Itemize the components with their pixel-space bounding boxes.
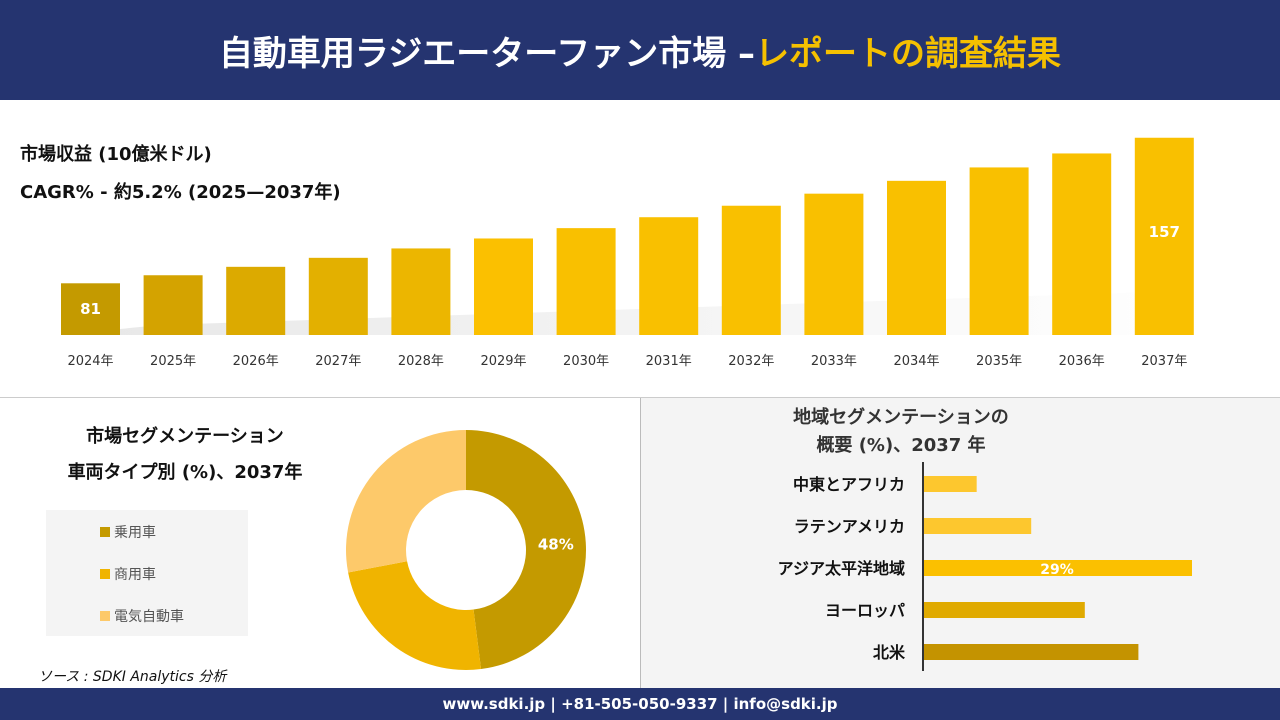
footer-contact: www.sdki.jp | +81-505-050-9337 | info@sd… <box>0 688 1280 720</box>
bar <box>804 193 864 335</box>
x-tick-label: 2029年 <box>480 354 526 369</box>
x-tick-label: 2030年 <box>563 354 609 369</box>
revenue-title: 市場収益 (10億米ドル) <box>20 144 212 165</box>
legend-label: 電気自動車 <box>114 609 184 625</box>
bar <box>639 217 699 335</box>
bar <box>924 476 977 492</box>
vehicle-title-1: 市場セグメンテーション <box>86 426 284 447</box>
category-label: ラテンアメリカ <box>794 517 905 536</box>
bar <box>924 518 1032 534</box>
title-accent: レポートの調査結果 <box>755 33 1062 74</box>
vehicle-title-2: 車両タイプ別 (%)、2037年 <box>67 462 303 483</box>
legend-label: 乗用車 <box>114 525 156 541</box>
revenue-bar-chart: 2024年 81 2025年 2026年 2027年 2028年 2029年 2030年 203… <box>60 137 1210 369</box>
x-tick-label: 2035年 <box>976 354 1022 369</box>
region-title: 地域セグメンテーションの 概要 (%)、2037 年 <box>641 404 1161 460</box>
vehicle-donut-chart: 48% <box>345 430 587 670</box>
category-label: 中東とアフリカ <box>793 475 905 494</box>
bar <box>226 266 286 335</box>
legend-label: 商用車 <box>114 567 156 583</box>
data-label: 48% <box>538 535 574 553</box>
legend-swatch <box>100 611 110 621</box>
data-label: 81 <box>80 300 101 318</box>
x-tick-label: 2036年 <box>1059 354 1105 369</box>
x-tick-label: 2033年 <box>811 354 857 369</box>
legend-item: 乗用車 <box>100 522 156 542</box>
bar <box>61 283 120 335</box>
donut-legend: 乗用車 商用車 電気自動車 <box>46 510 248 636</box>
divider <box>0 397 1280 398</box>
x-tick-label: 2032年 <box>728 354 774 369</box>
bar <box>391 248 451 335</box>
legend-item: 電気自動車 <box>100 606 184 626</box>
bar <box>721 205 781 335</box>
bar <box>887 180 946 335</box>
data-label: 157 <box>1149 223 1180 241</box>
bar <box>308 257 368 335</box>
bar <box>1134 137 1194 335</box>
x-tick-label: 2025年 <box>150 354 196 369</box>
header-banner: 自動車用ラジエーターファン市場 – レポートの調査結果 <box>0 0 1280 100</box>
category-label: アジア太平洋地域 <box>778 559 905 578</box>
x-tick-label: 2026年 <box>233 354 279 369</box>
region-title-2: 概要 (%)、2037 年 <box>816 435 986 456</box>
legend-swatch <box>100 527 110 537</box>
legend-item: 商用車 <box>100 564 156 584</box>
cagr-text: CAGR% - 約5.2% (2025—2037年) <box>20 182 341 203</box>
donut-segment <box>466 430 587 670</box>
x-tick-label: 2024年 <box>67 354 113 369</box>
bar <box>143 275 203 335</box>
x-tick-label: 2028年 <box>398 354 444 369</box>
category-label: 北米 <box>873 643 906 662</box>
legend-swatch <box>100 569 110 579</box>
x-tick-label: 2037年 <box>1141 354 1187 369</box>
revenue-panel: 2024年 81 2025年 2026年 2027年 2028年 2029年 2030年 203… <box>0 100 1280 397</box>
x-tick-label: 2034年 <box>893 354 939 369</box>
vehicle-segment-panel: 市場セグメンテーション 車両タイプ別 (%)、2037年 乗用車 商用車 電気自… <box>0 398 640 688</box>
category-label: ヨーロッパ <box>825 601 905 620</box>
donut-segment <box>345 430 466 573</box>
bar <box>924 644 1139 660</box>
donut-segment <box>348 561 482 670</box>
data-label: 29% <box>1040 562 1074 578</box>
source-note: ソース : SDKI Analytics 分析 <box>38 669 227 685</box>
x-tick-label: 2027年 <box>315 354 361 369</box>
region-segment-panel: 地域セグメンテーションの 概要 (%)、2037 年 中東とアフリカ ラテンアメリカ… <box>640 398 1280 688</box>
bar <box>969 167 1029 335</box>
bar <box>1052 153 1112 335</box>
bar <box>474 238 533 335</box>
region-title-1: 地域セグメンテーションの <box>793 407 1009 428</box>
title-main: 自動車用ラジエーターファン市場 – <box>218 33 756 74</box>
x-tick-label: 2031年 <box>646 354 692 369</box>
bar <box>924 602 1085 618</box>
bar <box>556 228 616 335</box>
bar <box>924 560 1192 576</box>
